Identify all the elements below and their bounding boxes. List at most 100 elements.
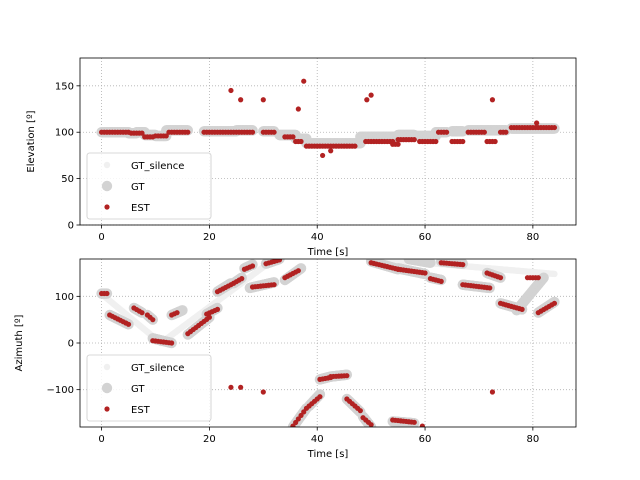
elevation-est-point	[249, 129, 256, 135]
elevation-legend-marker-est	[104, 204, 110, 210]
elevation-est-point	[503, 129, 509, 135]
azimuth-legend-marker-est	[104, 406, 110, 412]
azimuth-est-point	[214, 306, 221, 312]
elevation-grid	[80, 58, 576, 226]
elevation-ylabel: Elevation [º]	[26, 110, 37, 172]
azimuth-est-point	[139, 310, 145, 316]
azimuth-est-point	[535, 275, 541, 281]
azimuth-est-point	[249, 263, 256, 269]
azimuth-est-point	[295, 416, 301, 422]
elevation-ytick-label: 150	[55, 81, 74, 92]
elevation-est-point	[271, 129, 277, 135]
azimuth-est-point	[293, 419, 299, 426]
azimuth-est-point	[487, 285, 493, 291]
elevation-est-point	[301, 78, 307, 84]
azimuth-est-point	[317, 394, 323, 400]
azimuth-ytick-label: 100	[55, 292, 74, 303]
elevation-legend-marker-gt	[101, 180, 113, 192]
azimuth-est-point	[551, 300, 558, 306]
elevation-est-point	[328, 148, 334, 154]
azimuth-legend-marker-gt-silence	[103, 363, 111, 371]
elevation-est-point	[481, 129, 487, 135]
azimuth-est-point	[104, 290, 110, 297]
elevation-legend-label-gt-silence: GT_silence	[131, 161, 184, 172]
elevation-legend: GT_silence GT EST	[86, 152, 212, 220]
elevation-series-est	[98, 78, 558, 159]
azimuth-ylabel: Azimuth [º]	[14, 314, 25, 371]
elevation-xtick-label: 40	[311, 232, 324, 243]
azimuth-legend-label-est: EST	[131, 405, 151, 416]
azimuth-panel: 0 20 40 60 80 −100 0 100 Time [s] Azimuth [º] GT_s…	[14, 258, 577, 460]
elevation-est-point	[395, 141, 401, 147]
azimuth-est-point	[150, 317, 156, 323]
azimuth-est-point	[298, 412, 304, 419]
elevation-est-point	[260, 97, 266, 103]
azimuth-est-point	[497, 275, 504, 281]
azimuth-est-point	[460, 262, 466, 268]
azimuth-legend-box	[86, 354, 212, 422]
elevation-est-point	[551, 124, 558, 131]
elevation-est-point	[139, 130, 145, 136]
elevation-ytick-label: 0	[68, 221, 74, 232]
elevation-data	[96, 78, 560, 159]
elevation-axes-frame	[79, 57, 577, 226]
azimuth-est-point	[238, 384, 244, 390]
elevation-est-point	[185, 129, 191, 135]
elevation-legend-marker-gt-silence	[103, 161, 111, 169]
azimuth-est-point	[419, 423, 425, 427]
elevation-legend-label-est: EST	[131, 203, 151, 214]
azimuth-est-point	[276, 259, 283, 263]
azimuth-est-point	[174, 310, 180, 316]
elevation-est-point	[534, 120, 540, 126]
azimuth-series-est	[98, 259, 558, 427]
azimuth-est-point	[344, 373, 350, 379]
elevation-xtick-label: 60	[419, 232, 432, 243]
azimuth-legend-label-gt-silence: GT_silence	[131, 363, 184, 374]
elevation-ytick-label: 100	[55, 128, 74, 139]
azimuth-est-point	[301, 409, 307, 415]
azimuth-data	[96, 259, 560, 427]
elevation-xtick-label: 0	[98, 232, 104, 243]
azimuth-gt-point	[538, 272, 549, 283]
azimuth-est-point	[239, 276, 245, 282]
elevation-est-point	[352, 143, 358, 149]
azimuth-est-point	[357, 408, 363, 414]
elevation-est-point	[290, 134, 296, 140]
azimuth-ytick-label: −100	[47, 385, 74, 396]
azimuth-est-point	[295, 268, 301, 274]
azimuth-est-point	[260, 389, 266, 395]
azimuth-est-point	[271, 282, 277, 288]
elevation-ytick-label: 50	[61, 174, 74, 185]
elevation-est-point	[411, 137, 417, 143]
elevation-est-point	[368, 92, 374, 98]
azimuth-legend-label-gt: GT	[131, 384, 145, 395]
azimuth-est-point	[169, 340, 175, 346]
elevation-est-point	[298, 138, 304, 145]
elevation-est-point	[364, 97, 370, 103]
azimuth-est-point	[368, 422, 374, 427]
azimuth-legend-marker-gt	[101, 382, 113, 394]
elevation-xlabel: Time [s]	[307, 247, 349, 258]
azimuth-ytick-label: 0	[68, 339, 74, 350]
azimuth-est-point	[411, 419, 417, 425]
azimuth-xtick-label: 80	[527, 434, 540, 445]
elevation-est-point	[320, 152, 326, 159]
azimuth-est-point	[422, 270, 428, 276]
elevation-legend-label-gt: GT	[131, 182, 145, 193]
elevation-legend-box	[86, 152, 212, 220]
elevation-panel: 0 20 40 60 80 0 50 100 150 Time [s] Elevation [º] G…	[26, 57, 577, 258]
azimuth-gt-silence-point	[551, 270, 558, 278]
elevation-xtick-label: 80	[527, 232, 540, 243]
elevation-est-point	[444, 129, 450, 135]
elevation-est-point	[460, 138, 466, 145]
azimuth-gt-point	[177, 305, 188, 316]
azimuth-legend: GT_silence GT EST	[86, 354, 212, 422]
elevation-est-point	[295, 106, 301, 112]
azimuth-xtick-label: 40	[311, 434, 324, 445]
azimuth-est-point	[489, 389, 496, 395]
elevation-est-point	[238, 97, 244, 103]
azimuth-gt-point	[425, 259, 436, 268]
azimuth-xlabel: Time [s]	[307, 449, 349, 460]
elevation-est-point	[228, 87, 234, 94]
